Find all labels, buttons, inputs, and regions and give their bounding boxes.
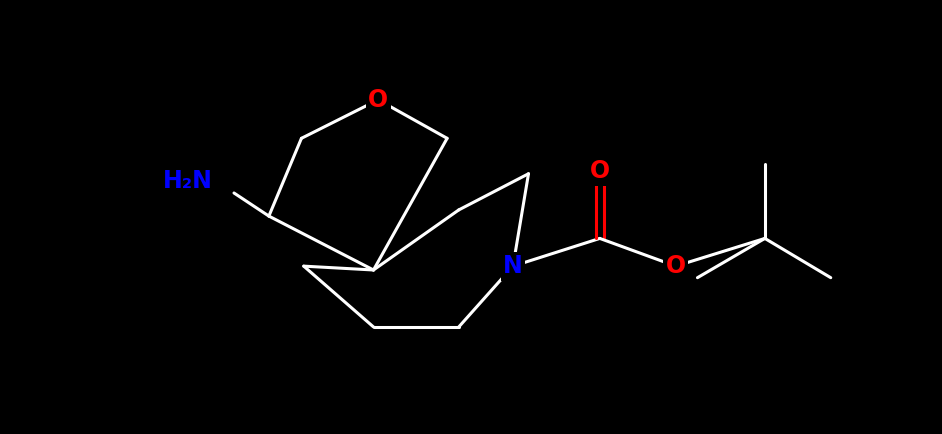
Text: O: O bbox=[368, 88, 388, 112]
Text: O: O bbox=[590, 159, 609, 184]
Text: N: N bbox=[503, 254, 523, 278]
Text: O: O bbox=[666, 254, 686, 278]
Text: H₂N: H₂N bbox=[163, 169, 213, 194]
